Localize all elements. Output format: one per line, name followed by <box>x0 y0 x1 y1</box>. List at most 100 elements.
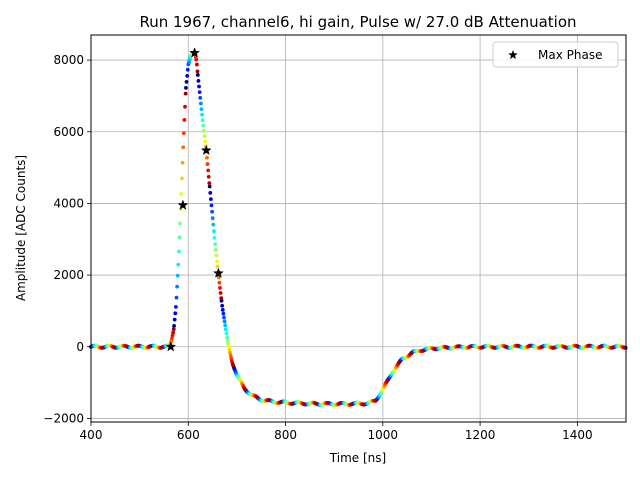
pulse-sample-point <box>181 131 186 136</box>
pulse-sample-point <box>373 398 378 403</box>
pulse-sample-point <box>223 323 228 328</box>
x-tick-label: 1000 <box>368 428 399 442</box>
max-phase-star-point <box>177 199 189 210</box>
pulse-sample-point <box>539 345 544 349</box>
pulse-sample-point <box>181 145 186 150</box>
x-tick-label: 400 <box>80 428 103 442</box>
pulse-sample-point <box>444 345 449 350</box>
x-tick-label: 1200 <box>465 428 496 442</box>
pulse-sample-point <box>361 402 366 407</box>
pulse-sample-point <box>432 347 437 352</box>
pulse-sample-point <box>174 295 179 300</box>
pulse-sample-point <box>112 345 117 350</box>
x-tick-label: 600 <box>177 428 200 442</box>
pulse-sample-point <box>421 348 425 353</box>
pulse-sample-point <box>302 402 307 407</box>
pulse-curve-layer <box>89 50 628 408</box>
pulse-sample-point <box>124 344 129 349</box>
x-axis-ticks: 400 600 800 1000 1200 1400 <box>80 422 593 442</box>
pulse-sample-point <box>205 155 209 160</box>
pulse-sample-point <box>185 73 190 78</box>
pulse-sample-point <box>516 343 520 348</box>
pulse-sample-point <box>171 327 176 331</box>
pulse-sample-point <box>563 345 568 350</box>
pulse-sample-point <box>223 327 228 332</box>
pulse-sample-point <box>180 176 184 181</box>
pulse-sample-point <box>226 341 231 346</box>
pulse-sample-point <box>175 273 180 278</box>
pulse-sample-point <box>456 344 461 349</box>
pulse-sample-point <box>551 345 556 350</box>
pulse-sample-point <box>587 343 592 348</box>
pulse-sample-point <box>385 378 390 383</box>
pulse-sample-point <box>207 181 212 186</box>
grid-layer <box>90 35 626 422</box>
pulse-sample-point <box>221 311 226 316</box>
pulse-sample-point <box>213 247 218 252</box>
legend-label: Max Phase <box>538 48 602 62</box>
y-tick-label: 2000 <box>53 268 84 282</box>
pulse-sample-point <box>177 235 182 240</box>
pulse-sample-point <box>173 305 178 309</box>
pulse-sample-point <box>222 319 227 324</box>
pulse-sample-point <box>575 344 580 349</box>
pulse-sample-point <box>220 303 225 308</box>
x-tick-label: 800 <box>274 428 297 442</box>
pulse-sample-point <box>290 401 295 406</box>
pulse-sample-point <box>178 221 183 226</box>
pulse-sample-point <box>218 286 222 290</box>
pulse-sample-point <box>196 79 201 83</box>
pulse-sample-point <box>205 162 210 166</box>
pulse-sample-point <box>184 80 189 84</box>
pulse-sample-point <box>217 280 222 285</box>
pulse-sample-point <box>212 235 217 240</box>
y-tick-label: 8000 <box>53 53 84 67</box>
pulse-sample-point <box>226 344 231 349</box>
y-axis-ticks: −2000 0 2000 4000 6000 8000 <box>43 53 91 425</box>
pulse-sample-point <box>136 343 141 348</box>
pulse-sample-point <box>206 174 211 179</box>
pulse-sample-point <box>177 249 181 254</box>
max-phase-layer <box>165 47 224 352</box>
pulse-sample-point <box>208 191 213 195</box>
y-tick-label: 4000 <box>53 196 84 210</box>
pulse-sample-point <box>610 345 615 350</box>
y-tick-label: −2000 <box>43 411 84 425</box>
pulse-sample-point <box>194 57 199 62</box>
pulse-sample-point <box>266 398 271 402</box>
pulse-sample-point <box>468 344 473 349</box>
pulse-sample-point <box>349 402 354 407</box>
pulse-sample-point <box>203 139 208 144</box>
pulse-sample-point <box>480 345 485 350</box>
pulse-sample-point <box>222 315 226 320</box>
pulse-sample-point <box>183 104 187 109</box>
pulse-sample-point <box>100 345 105 350</box>
pulse-sample-point <box>198 101 203 106</box>
pulse-sample-point <box>207 184 212 189</box>
pulse-sample-point <box>172 317 177 322</box>
pulse-sample-point <box>213 242 218 247</box>
pulse-sample-point <box>180 160 185 165</box>
pulse-sample-point <box>179 192 184 197</box>
pulse-sample-point <box>173 311 178 316</box>
pulse-sample-point <box>195 73 200 77</box>
legend-box <box>492 41 619 68</box>
pulse-sample-point <box>326 401 330 405</box>
pulse-sample-point <box>198 95 203 100</box>
pulse-sample-point <box>214 253 219 258</box>
x-axis-label: Time [ns] <box>329 451 386 465</box>
pulse-sample-point <box>219 296 224 300</box>
y-axis-label: Amplitude [ADC Counts] <box>14 155 28 301</box>
pulse-sample-point <box>176 262 181 267</box>
max-phase-star-point <box>200 144 212 156</box>
pulse-sample-point <box>171 330 176 335</box>
pulse-sample-point <box>170 336 174 341</box>
pulse-sample-point <box>492 345 497 350</box>
x-tick-label: 1400 <box>562 428 593 442</box>
pulse-sample-point <box>184 86 188 90</box>
pulse-sample-point <box>175 284 180 289</box>
pulse-sample-point <box>211 222 216 227</box>
pulse-sample-point <box>159 345 164 350</box>
